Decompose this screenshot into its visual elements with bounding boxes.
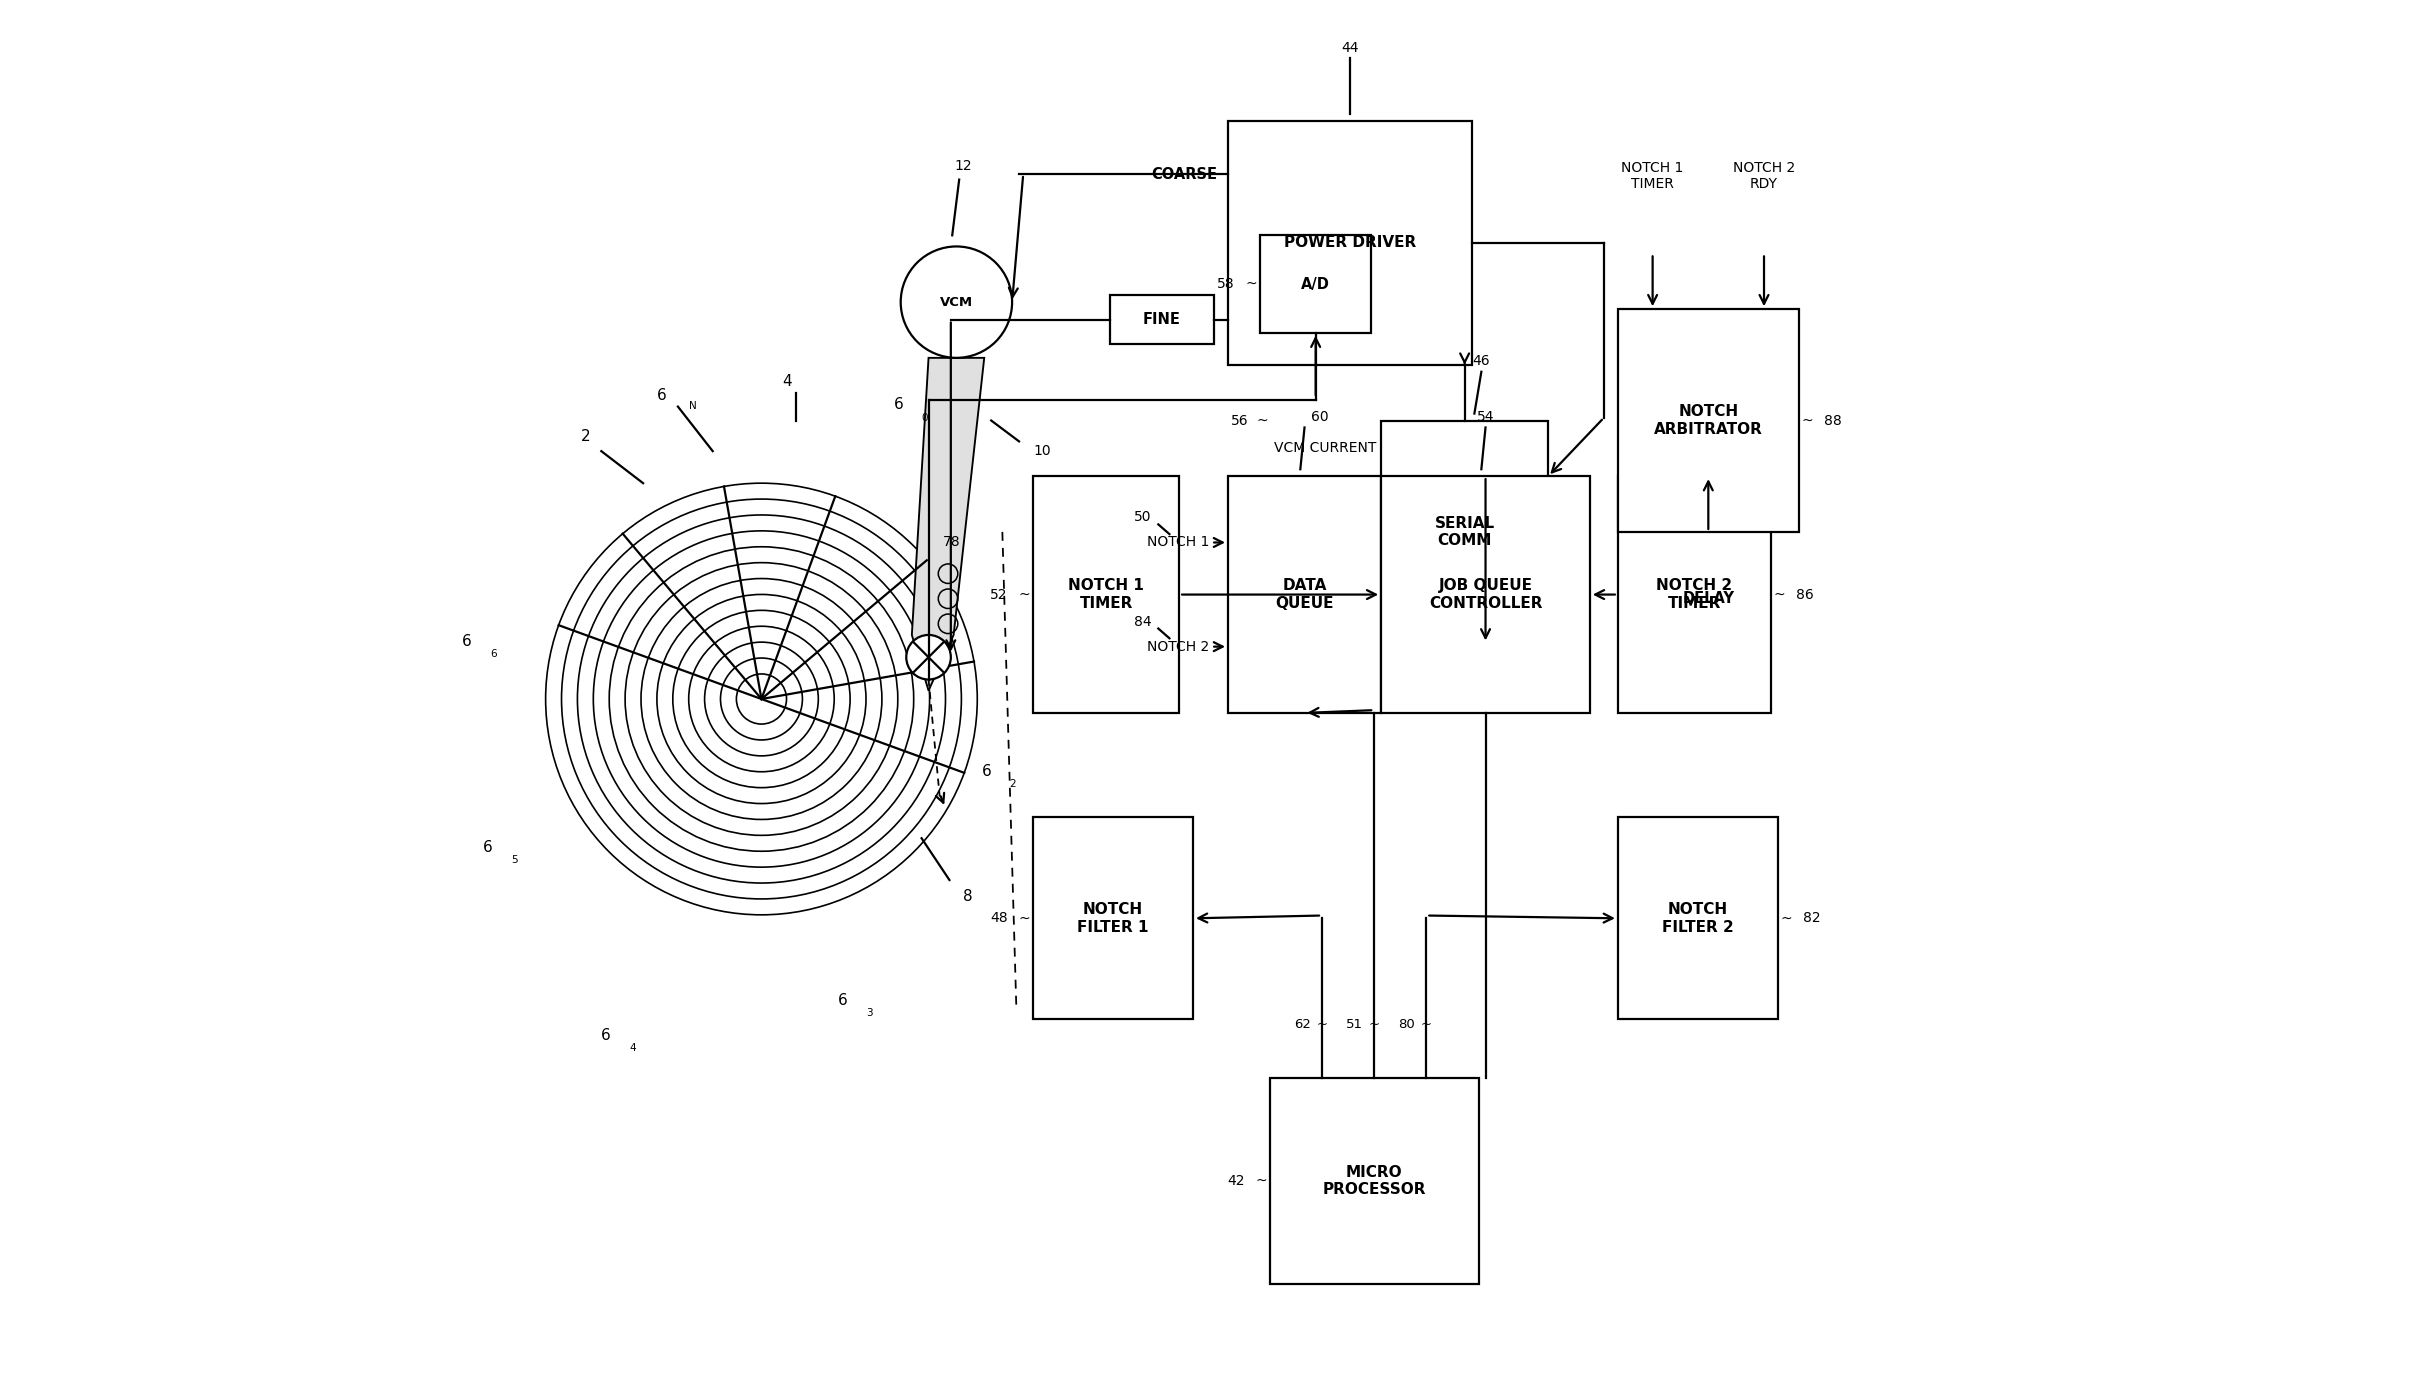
Text: 6: 6 — [894, 397, 903, 412]
Text: NOTCH 1
TIMER: NOTCH 1 TIMER — [1068, 579, 1144, 611]
Text: NOTCH 2
TIMER: NOTCH 2 TIMER — [1656, 579, 1734, 611]
Text: 6: 6 — [483, 840, 493, 856]
Text: NOTCH
FILTER 1: NOTCH FILTER 1 — [1078, 902, 1148, 934]
Text: ~: ~ — [1246, 277, 1258, 291]
Text: 3: 3 — [867, 1008, 872, 1019]
Text: 80: 80 — [1399, 1018, 1416, 1032]
Text: 6: 6 — [981, 763, 991, 779]
Text: DELAY: DELAY — [1683, 591, 1734, 607]
FancyBboxPatch shape — [1270, 1078, 1479, 1283]
Text: 6: 6 — [658, 387, 668, 403]
FancyBboxPatch shape — [1617, 309, 1799, 531]
Text: NOTCH 2
RDY: NOTCH 2 RDY — [1734, 161, 1794, 190]
Text: NOTCH 1: NOTCH 1 — [1146, 535, 1209, 549]
Text: 0: 0 — [923, 412, 927, 422]
Text: 12: 12 — [954, 159, 971, 173]
Text: 5: 5 — [510, 856, 517, 865]
FancyBboxPatch shape — [1617, 477, 1770, 713]
Text: A/D: A/D — [1301, 277, 1331, 292]
Text: 6: 6 — [838, 994, 847, 1008]
Text: COARSE: COARSE — [1151, 166, 1216, 182]
Text: NOTCH
ARBITRATOR: NOTCH ARBITRATOR — [1653, 404, 1763, 436]
Text: DATA
QUEUE: DATA QUEUE — [1275, 579, 1333, 611]
Text: NOTCH
FILTER 2: NOTCH FILTER 2 — [1663, 902, 1734, 934]
Text: POWER DRIVER: POWER DRIVER — [1284, 235, 1416, 250]
FancyBboxPatch shape — [1260, 235, 1372, 333]
FancyBboxPatch shape — [1382, 477, 1590, 713]
Text: 50: 50 — [1134, 510, 1151, 524]
Text: 10: 10 — [1032, 445, 1051, 459]
Text: JOB QUEUE
CONTROLLER: JOB QUEUE CONTROLLER — [1428, 579, 1542, 611]
Text: ~: ~ — [1802, 414, 1814, 428]
Text: ~: ~ — [1369, 1018, 1379, 1032]
Text: ~: ~ — [1772, 587, 1785, 601]
FancyBboxPatch shape — [1110, 295, 1214, 344]
FancyBboxPatch shape — [1032, 477, 1180, 713]
Circle shape — [906, 635, 952, 679]
Text: ~: ~ — [1780, 911, 1792, 925]
Text: 54: 54 — [1476, 410, 1493, 424]
Text: N: N — [690, 401, 697, 411]
Text: 86: 86 — [1797, 587, 1814, 601]
Text: FINE: FINE — [1144, 312, 1180, 327]
Text: 52: 52 — [991, 587, 1008, 601]
Text: VCM: VCM — [940, 295, 974, 309]
FancyBboxPatch shape — [1229, 122, 1471, 365]
Text: 4: 4 — [782, 373, 792, 389]
Text: 2: 2 — [1010, 779, 1015, 788]
FancyBboxPatch shape — [1229, 477, 1382, 713]
Text: ~: ~ — [1420, 1018, 1433, 1032]
Text: 78: 78 — [942, 535, 959, 549]
Text: MICRO
PROCESSOR: MICRO PROCESSOR — [1323, 1165, 1425, 1197]
Text: 6: 6 — [461, 635, 471, 649]
Text: ~: ~ — [1316, 1018, 1328, 1032]
Text: 46: 46 — [1471, 354, 1491, 368]
Text: 4: 4 — [629, 1043, 636, 1053]
Text: NOTCH 1
TIMER: NOTCH 1 TIMER — [1622, 161, 1683, 190]
FancyBboxPatch shape — [1032, 818, 1192, 1019]
Text: 44: 44 — [1340, 41, 1360, 55]
Text: ~: ~ — [1020, 911, 1029, 925]
Text: NOTCH 2: NOTCH 2 — [1146, 640, 1209, 654]
FancyBboxPatch shape — [1382, 421, 1549, 643]
Polygon shape — [913, 358, 983, 691]
Text: 84: 84 — [1134, 615, 1151, 629]
Text: VCM CURRENT: VCM CURRENT — [1275, 442, 1377, 456]
Text: 6: 6 — [490, 649, 498, 660]
Text: 42: 42 — [1226, 1174, 1246, 1188]
FancyBboxPatch shape — [1617, 818, 1777, 1019]
Text: ~: ~ — [1255, 1174, 1267, 1188]
Text: 60: 60 — [1311, 410, 1328, 424]
Text: 62: 62 — [1294, 1018, 1311, 1032]
Text: 56: 56 — [1231, 414, 1248, 428]
Text: 8: 8 — [964, 889, 974, 905]
Text: 82: 82 — [1804, 911, 1821, 925]
Text: 2: 2 — [580, 429, 590, 445]
Text: 48: 48 — [991, 911, 1008, 925]
Circle shape — [901, 246, 1012, 358]
Text: ~: ~ — [1020, 587, 1029, 601]
Text: 58: 58 — [1216, 277, 1236, 291]
Text: ~: ~ — [1258, 414, 1267, 428]
Text: 88: 88 — [1823, 414, 1843, 428]
Text: 6: 6 — [602, 1028, 612, 1043]
Text: SERIAL
COMM: SERIAL COMM — [1435, 516, 1496, 548]
Text: 51: 51 — [1345, 1018, 1362, 1032]
